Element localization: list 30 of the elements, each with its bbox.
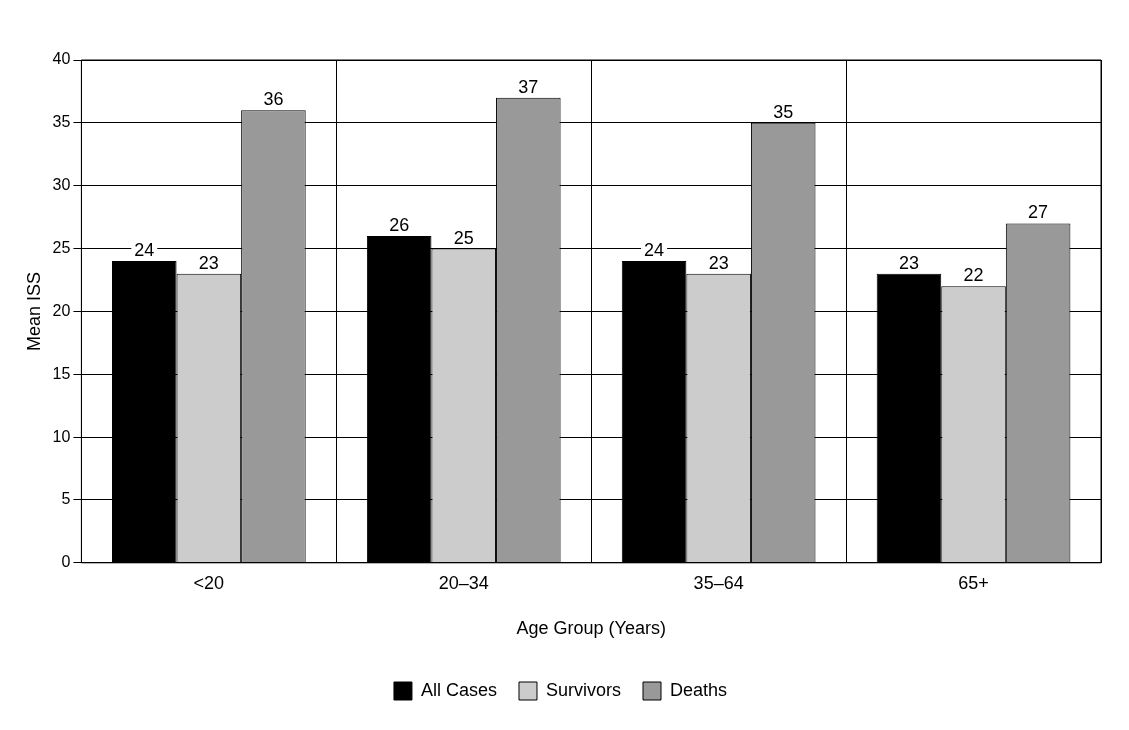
x-tick-label: 20–34 bbox=[438, 572, 489, 593]
y-tick-label: 35 bbox=[52, 113, 71, 131]
data-label: 27 bbox=[1028, 202, 1049, 223]
y-tick-label: 5 bbox=[61, 490, 71, 508]
y-tick-label: 25 bbox=[52, 238, 71, 256]
data-label: 23 bbox=[898, 252, 919, 273]
y-tick-label: 0 bbox=[61, 553, 71, 571]
data-label: 23 bbox=[198, 252, 219, 273]
data-label: 24 bbox=[644, 240, 665, 261]
y-tick-label: 20 bbox=[52, 301, 71, 319]
y-axis-title: Mean ISS bbox=[23, 271, 44, 351]
legend-label: Survivors bbox=[545, 679, 621, 700]
legend-label: All Cases bbox=[420, 679, 497, 700]
data-label: 35 bbox=[773, 101, 794, 122]
x-tick-label: <20 bbox=[193, 572, 225, 593]
x-tick-label: 65+ bbox=[958, 572, 989, 593]
data-label: 26 bbox=[389, 214, 410, 235]
legend-label: Deaths bbox=[670, 679, 728, 700]
y-tick-label: 30 bbox=[52, 176, 71, 194]
x-tick-label: 35–64 bbox=[693, 572, 744, 593]
y-tick-label: 15 bbox=[52, 364, 71, 382]
data-label: 25 bbox=[453, 227, 474, 248]
y-tick-label: 40 bbox=[52, 50, 71, 68]
data-label: 23 bbox=[708, 252, 729, 273]
data-label: 22 bbox=[963, 265, 984, 286]
y-tick-label: 10 bbox=[52, 427, 71, 445]
data-label: 37 bbox=[518, 76, 539, 97]
data-label: 36 bbox=[263, 89, 284, 110]
x-axis-title: Age Group (Years) bbox=[516, 618, 666, 639]
data-label: 24 bbox=[134, 240, 155, 261]
